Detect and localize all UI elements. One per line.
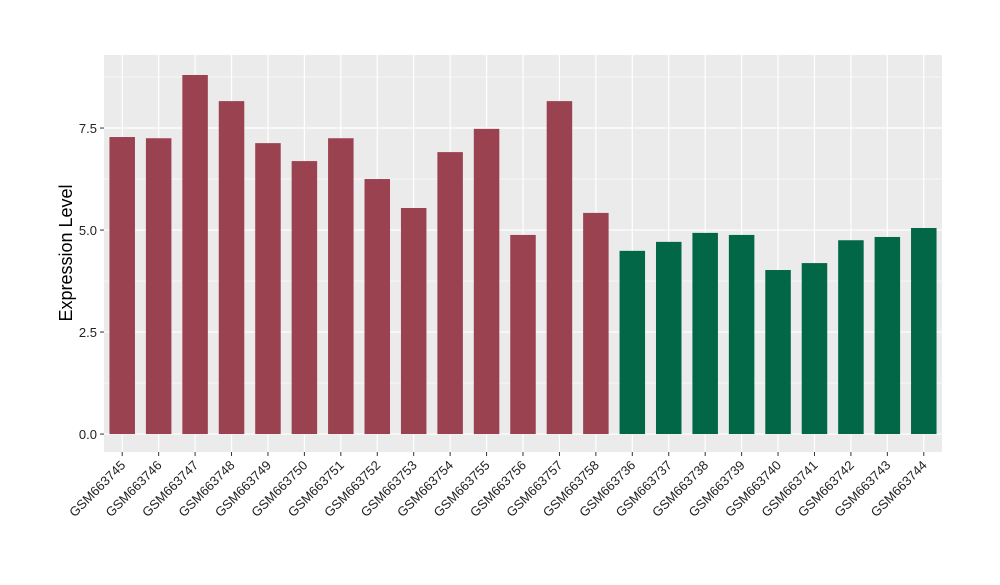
bar-GSM663744 <box>911 227 937 435</box>
bar-GSM663738 <box>692 232 718 435</box>
bars <box>109 74 937 435</box>
bar-GSM663739 <box>728 234 755 435</box>
bar-GSM663756 <box>510 234 536 435</box>
y-tick-label: 5.0 <box>79 223 97 238</box>
y-tick-label: 7.5 <box>79 121 97 136</box>
y-tick-label: 0.0 <box>79 427 97 442</box>
bar-GSM663757 <box>546 101 573 435</box>
bar-GSM663745 <box>109 137 135 435</box>
bar-GSM663749 <box>255 143 281 435</box>
bar-GSM663746 <box>145 138 172 435</box>
bar-GSM663755 <box>473 128 500 435</box>
bar-GSM663754 <box>437 152 463 435</box>
y-axis: 0.0 2.5 5.0 7.5 <box>79 121 104 442</box>
bar-GSM663747 <box>182 74 208 435</box>
bar-GSM663758 <box>583 212 609 435</box>
bar-GSM663748 <box>218 101 245 435</box>
bar-GSM663742 <box>838 240 864 435</box>
bar-GSM663751 <box>328 138 354 435</box>
bar-GSM663741 <box>801 263 828 435</box>
x-axis: GSM663745GSM663746GSM663747GSM663748GSM6… <box>66 452 930 520</box>
bar-GSM663740 <box>765 270 791 435</box>
bar-GSM663753 <box>400 208 427 435</box>
bar-GSM663736 <box>619 250 646 435</box>
bar-GSM663752 <box>364 179 391 435</box>
y-tick-label: 2.5 <box>79 325 97 340</box>
bar-GSM663750 <box>291 161 318 435</box>
bar-GSM663743 <box>874 236 901 435</box>
bar-GSM663737 <box>655 241 682 435</box>
y-axis-label: Expression Level <box>56 184 76 321</box>
